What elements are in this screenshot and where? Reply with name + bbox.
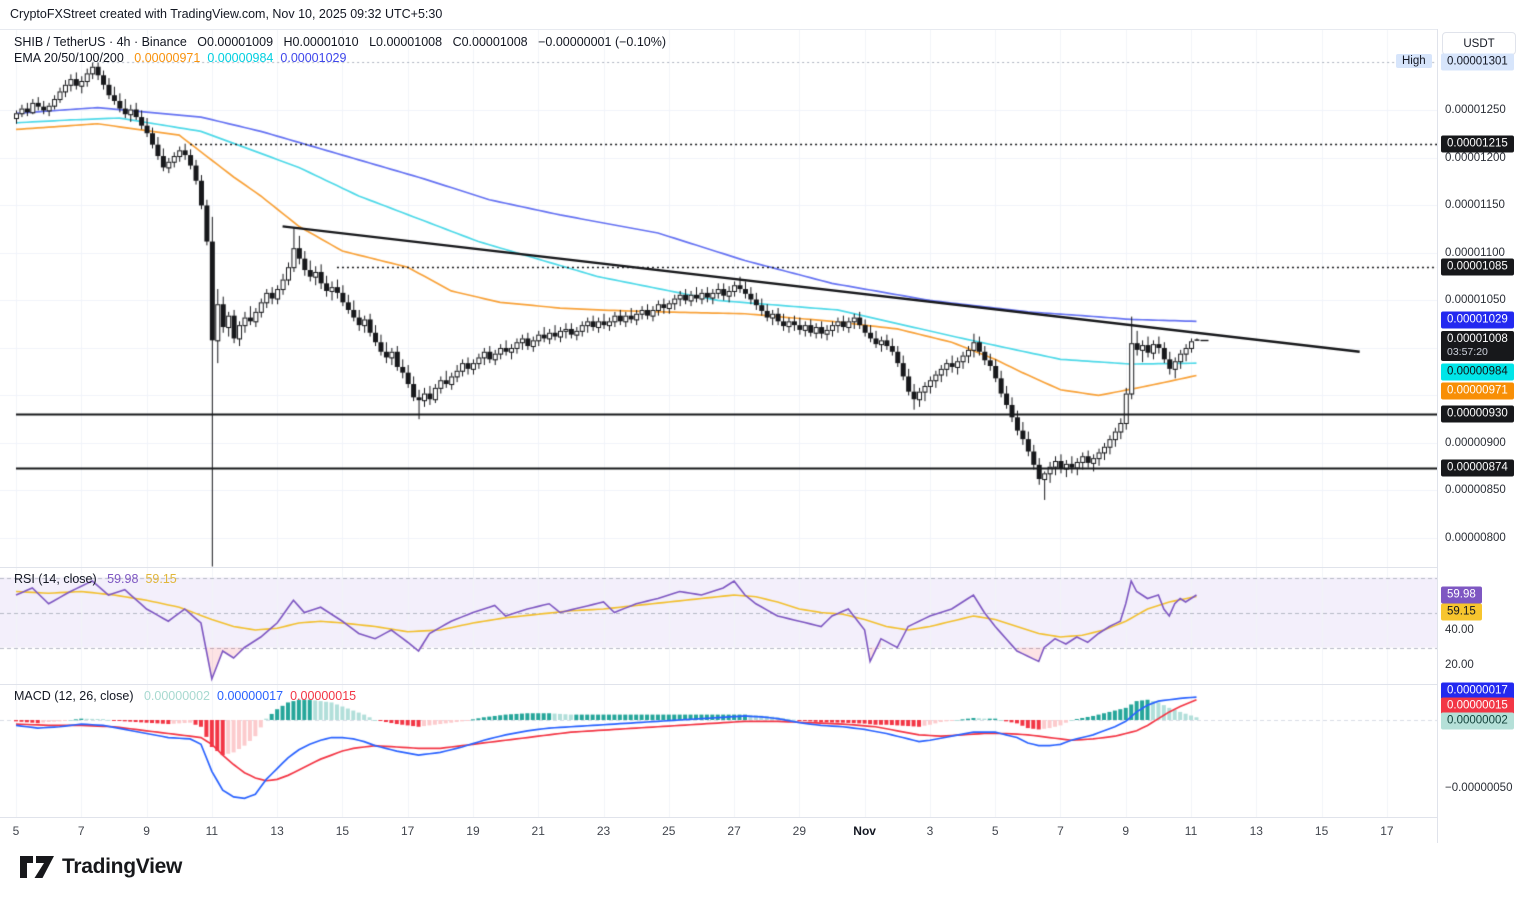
axis-tick-label: 0.00000800 <box>1445 531 1506 544</box>
date-tick-label: 17 <box>400 824 415 838</box>
date-tick-label: 15 <box>335 824 350 838</box>
date-tick-label: 21 <box>531 824 545 838</box>
rsi-axis-badge: 59.98 <box>1441 586 1482 604</box>
date-tick-label: 5 <box>12 824 20 838</box>
rsi-canvas[interactable] <box>0 568 1437 684</box>
rsi-legend-title[interactable]: RSI (14, close) <box>14 572 97 586</box>
legend-value: 0.00000984 <box>207 51 274 65</box>
price-axis-badge: 0.00000971 <box>1441 382 1514 400</box>
legend-value: 59.98 <box>107 572 139 586</box>
watermark-text: CryptoFXStreet created with TradingView.… <box>10 7 443 21</box>
symbol-legend[interactable]: SHIB / TetherUS · 4h · Binance O0.000010… <box>14 35 666 49</box>
date-tick-label: 17 <box>1380 824 1394 838</box>
macd-axis-badge: 0.00000015 <box>1441 697 1514 715</box>
date-tick-label: Nov <box>853 824 876 838</box>
date-axis[interactable]: 5 7 9 11 13 15 17 19 21 23 25 27 29 Nov 3 5 7 9 11 13 15 17 <box>0 817 1536 845</box>
axis-tick-label: 0.00001200 <box>1445 151 1506 164</box>
tradingview-brand-text: TradingView <box>62 855 183 878</box>
ema-legend[interactable]: EMA 20/50/100/200 0.00000971 0.00000984 0.… <box>14 51 346 65</box>
macd-axis-badge: 0.00000002 <box>1441 712 1514 730</box>
date-tick-label: 7 <box>1057 824 1064 838</box>
axis-tick-label: 0.00000900 <box>1445 436 1506 449</box>
date-tick-label: 27 <box>727 824 741 838</box>
ohlc-close: C0.00001008 <box>452 35 528 49</box>
watermark-bar: CryptoFXStreet created with TradingView.… <box>0 0 1536 30</box>
date-tick-label: 15 <box>1314 824 1329 838</box>
date-tick-label: 19 <box>466 824 480 838</box>
price-axis-badge: 0.00000874 <box>1441 459 1514 477</box>
date-tick-label: 7 <box>77 824 85 838</box>
date-tick-label: 23 <box>596 824 611 838</box>
symbol-title[interactable]: SHIB / TetherUS · 4h · Binance <box>14 35 187 49</box>
pane-separator[interactable] <box>0 684 1536 685</box>
date-tick-label: 13 <box>1249 824 1263 838</box>
legend-value: 59.15 <box>145 572 177 586</box>
date-tick-label: 11 <box>205 824 219 838</box>
rsi-pane[interactable] <box>0 568 1437 684</box>
legend-value: 0.00000015 <box>290 689 357 703</box>
date-tick-label: 5 <box>991 824 999 838</box>
ohlc-open: O0.00001009 <box>197 35 274 49</box>
axis-tick-label: 0.00001050 <box>1445 294 1506 307</box>
macd-legend[interactable]: MACD (12, 26, close) 0.00000002 0.0000001… <box>14 689 356 703</box>
legend-value: 0.00000002 <box>143 689 211 703</box>
date-tick-label: 9 <box>143 824 150 838</box>
macd-axis-badge: 0.00000017 <box>1441 682 1514 700</box>
price-axis-badge: 0.00001215 <box>1441 135 1514 153</box>
axis-tick-label: 0.00001150 <box>1445 199 1505 212</box>
legend-value: 0.00000017 <box>217 689 284 703</box>
macd-legend-title[interactable]: MACD (12, 26, close) <box>14 689 134 703</box>
price-axis-badge: 0.00001029 <box>1441 311 1514 329</box>
legend-value: 0.00001029 <box>280 51 347 65</box>
rsi-axis-badge: 59.15 <box>1441 603 1482 621</box>
price-axis-badge: 0.00000984 <box>1441 363 1514 381</box>
macd-pane[interactable] <box>0 685 1437 817</box>
rsi-legend[interactable]: RSI (14, close) 59.98 59.15 <box>14 572 177 586</box>
date-tick-label: 25 <box>662 824 676 838</box>
high-price-chip: High <box>1396 54 1432 68</box>
date-tick-label: 29 <box>792 824 807 838</box>
date-tick-label: 9 <box>1122 824 1130 838</box>
price-axis-badge: 0.00001301 <box>1441 53 1514 71</box>
date-tick-label: 11 <box>1184 824 1198 838</box>
price-axis-badge: 0.00000930 <box>1441 405 1514 423</box>
macd-canvas[interactable] <box>0 685 1437 817</box>
currency-toggle-button[interactable]: USDT <box>1442 32 1516 55</box>
tradingview-logo[interactable]: TradingView <box>20 855 182 879</box>
price-pane[interactable] <box>0 30 1437 567</box>
axis-tick-label: −0.00000050 <box>1445 782 1513 794</box>
date-tick-label: 3 <box>926 824 934 838</box>
ema-legend-title[interactable]: EMA 20/50/100/200 <box>14 51 124 65</box>
price-axis[interactable]: USDT 0.00001250 0.00001200 0.00001150 0.000… <box>1437 29 1536 843</box>
price-axis-badge: 0.00001085 <box>1441 258 1514 276</box>
ohlc-change: −0.00000001 (−0.10%) <box>538 35 667 49</box>
legend-value: 0.00000971 <box>134 51 201 65</box>
axis-tick-label: 0.00000850 <box>1445 484 1506 497</box>
axis-tick-label: 20.00 <box>1445 659 1474 671</box>
ohlc-high: H0.00001010 <box>283 35 359 49</box>
ema-legend-values: 0.00000971 0.00000984 0.00001029 <box>127 51 346 65</box>
axis-tick-label: 0.00001100 <box>1445 246 1505 259</box>
tradingview-mark-icon <box>20 856 54 878</box>
pane-separator[interactable] <box>0 567 1536 568</box>
macd-legend-values: 0.00000002 0.00000017 0.00000015 <box>137 689 356 703</box>
axis-tick-label: 0.00001250 <box>1445 104 1506 117</box>
footer: TradingView <box>0 843 1536 897</box>
price-chart-canvas[interactable] <box>0 30 1437 567</box>
axis-tick-label: 40.00 <box>1445 624 1474 636</box>
ohlc-low: L0.00001008 <box>369 35 443 49</box>
rsi-legend-values: 59.98 59.15 <box>100 572 177 586</box>
date-tick-label: 13 <box>270 824 284 838</box>
price-axis-badge: 0.00001008 03:57:20 <box>1441 331 1514 361</box>
